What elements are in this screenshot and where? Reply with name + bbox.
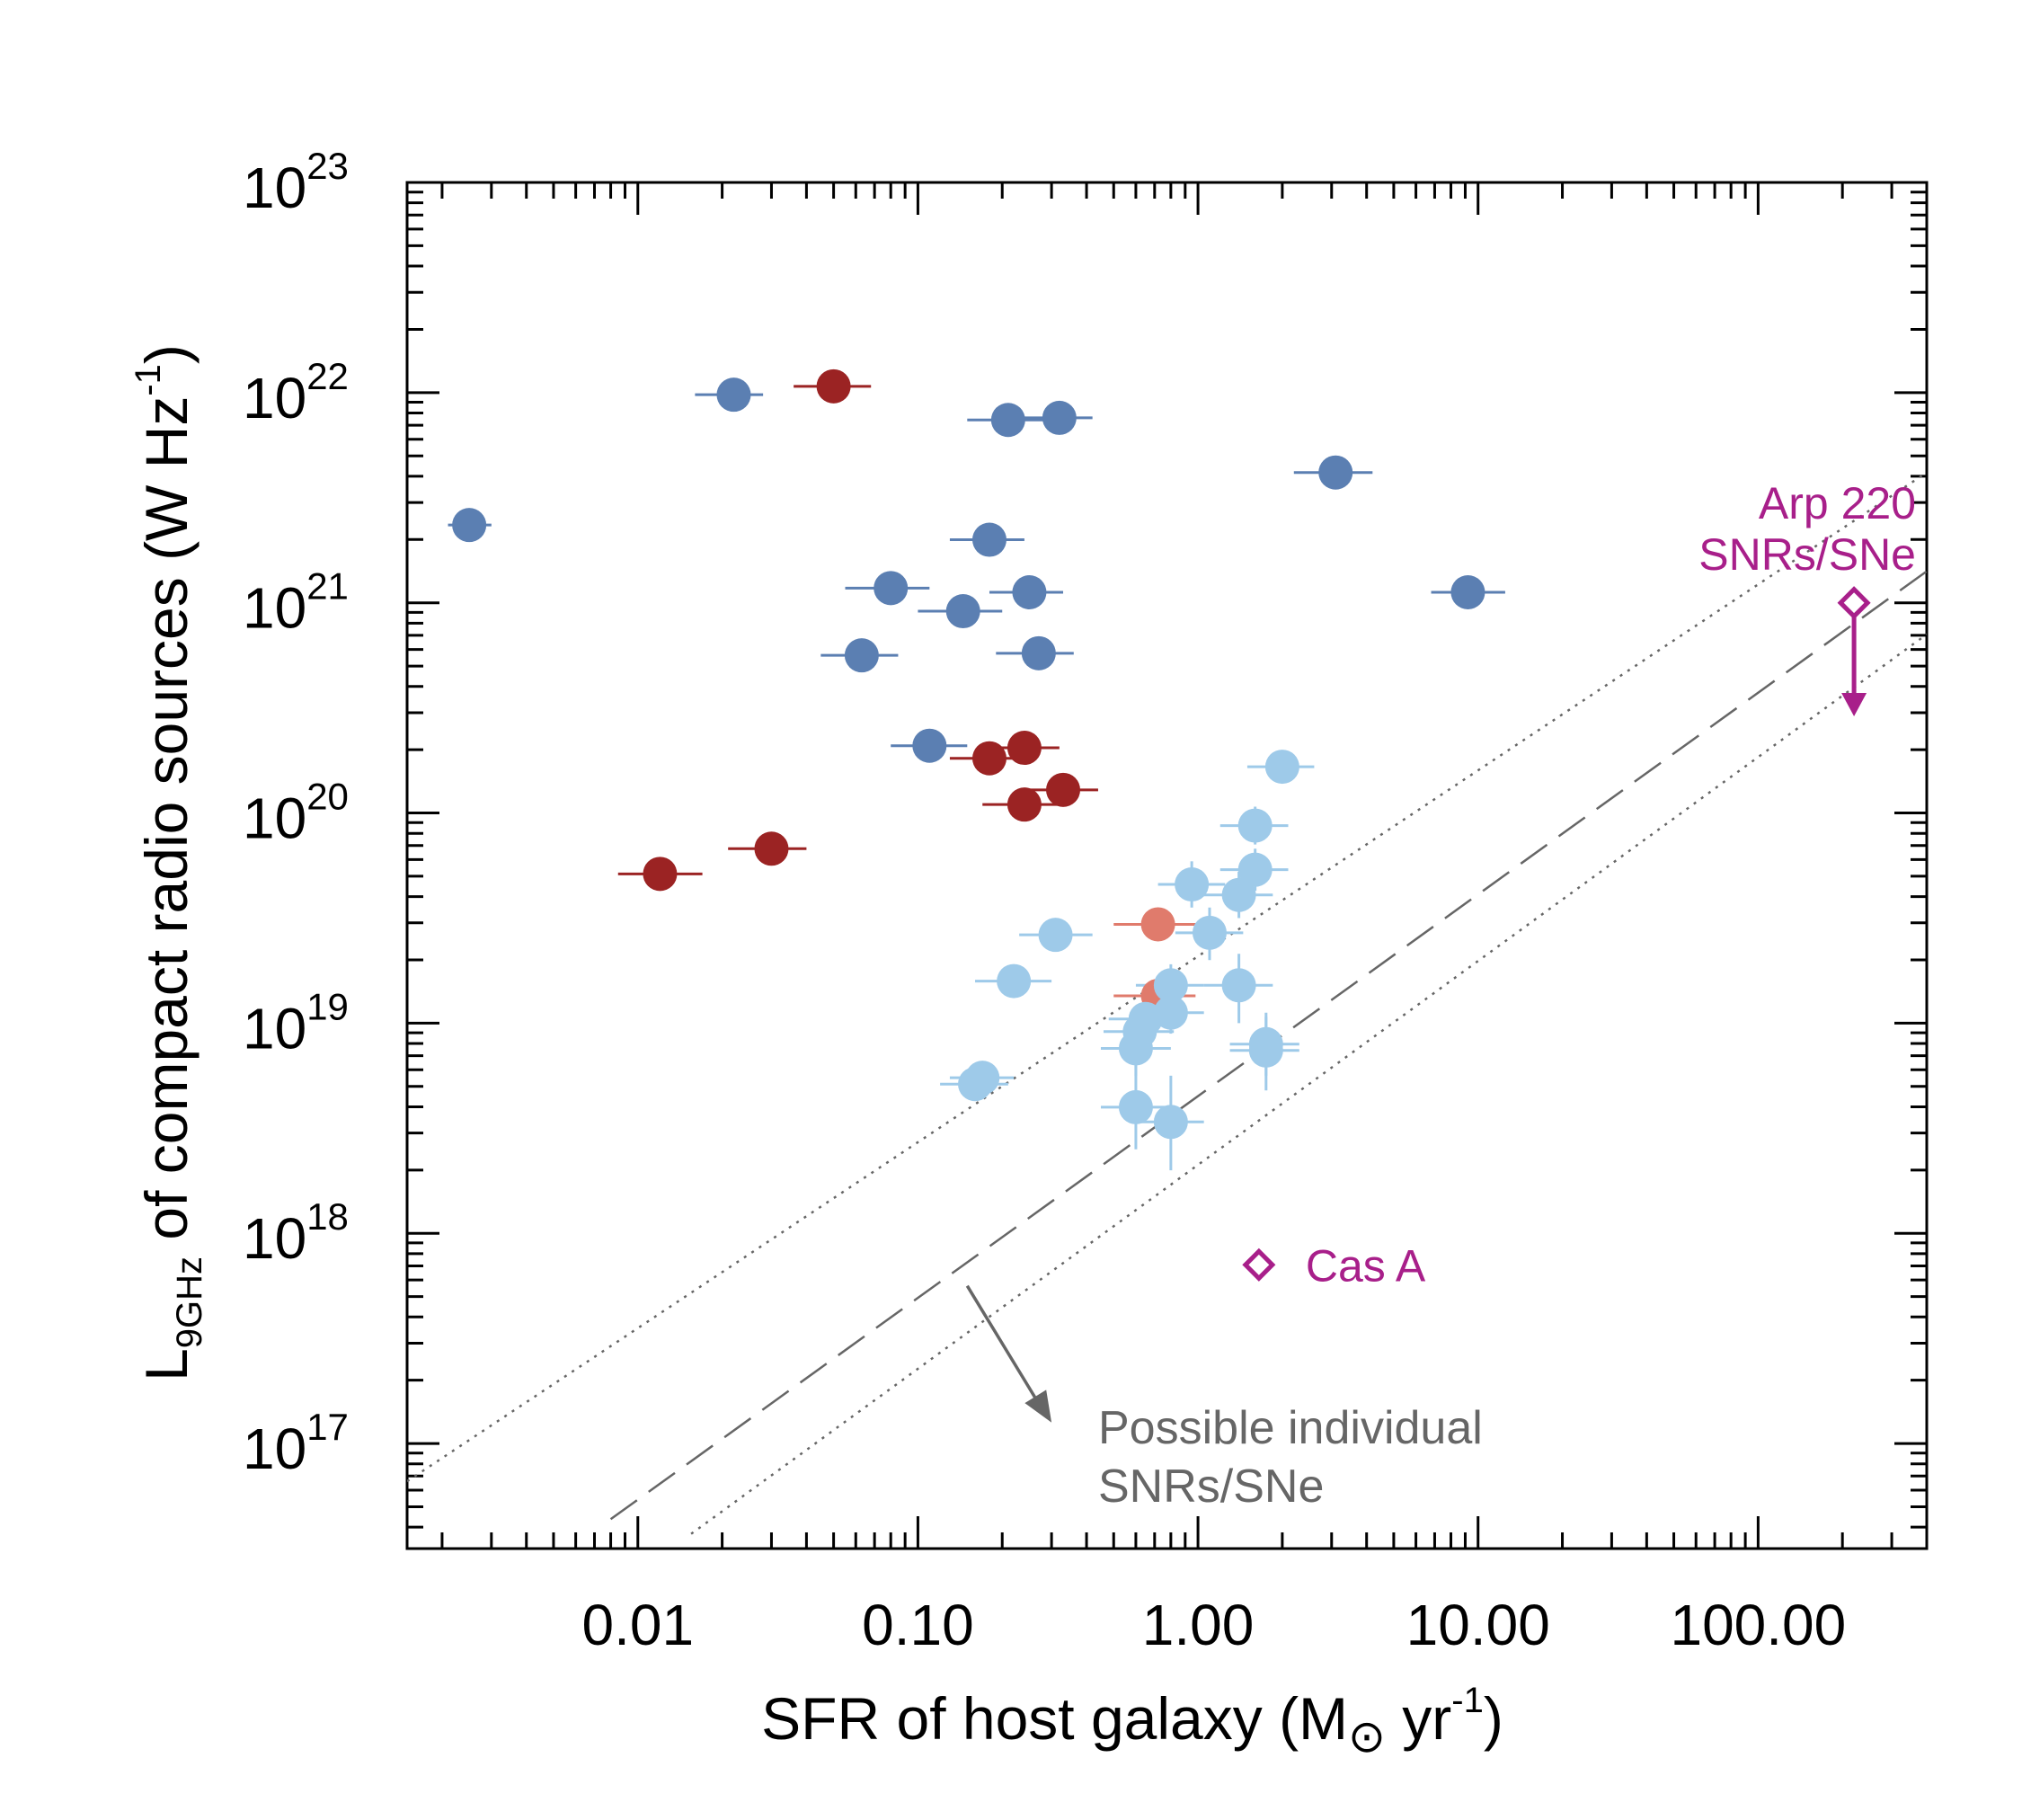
x-tick-label: 0.10 <box>862 1593 974 1657</box>
data-point-light-blue <box>1038 918 1073 953</box>
data-point-light-blue <box>1248 1033 1283 1068</box>
data-point-dark-blue <box>844 638 879 673</box>
data-point-dark-blue <box>874 571 909 606</box>
reference-label: Cas A <box>1306 1240 1426 1291</box>
plot-frame <box>405 181 1929 1550</box>
data-point-dark-red <box>971 741 1007 776</box>
data-point-light-blue <box>1153 1105 1188 1140</box>
y-tick-label: 1021 <box>243 565 349 641</box>
data-point-light-blue <box>965 1061 1000 1096</box>
minor-ticks <box>407 181 1929 1549</box>
reference-label: Arp 220 <box>1759 478 1916 528</box>
data-point-light-blue <box>1221 968 1256 1003</box>
y-tick-label: 1020 <box>243 776 349 851</box>
y-tick-label: 1022 <box>243 355 349 431</box>
data-point-dark-red <box>1007 731 1042 766</box>
dotted-line <box>690 633 1927 1535</box>
data-point-light-blue <box>1264 750 1299 785</box>
data-point-dark-red <box>1007 787 1042 822</box>
data-point-dark-blue <box>1450 575 1485 609</box>
x-tick-label: 100.00 <box>1670 1593 1846 1657</box>
upper-limit-arrowhead <box>1841 692 1867 716</box>
x-tick-label: 1.00 <box>1142 1593 1255 1657</box>
y-tick-labels: 1017 1018 1019 1020 1021 1022 1023 <box>243 145 349 1481</box>
y-tick-label: 1017 <box>243 1406 349 1481</box>
y-tick-label: 1018 <box>243 1195 349 1271</box>
x-tick-label: 10.00 <box>1406 1593 1550 1657</box>
y-tick-label: 1023 <box>243 145 349 220</box>
data-point-light-blue <box>1192 915 1227 950</box>
data-point-light-blue <box>1118 1089 1153 1124</box>
data-point-light-blue <box>1237 808 1273 843</box>
data-point-light-red <box>1140 907 1175 942</box>
data-point-dark-red <box>643 857 678 892</box>
data-point-dark-blue <box>716 377 751 413</box>
annotation: Possible individual SNRs/SNe <box>965 1284 1483 1513</box>
data-point-dark-blue <box>1012 575 1047 609</box>
data-point-light-blue <box>1237 852 1273 887</box>
data-point-dark-blue <box>1042 400 1077 435</box>
annotation-text: Possible individual <box>1098 1402 1483 1454</box>
x-tick-labels: 0.01 0.10 1.00 10.00 100.00 <box>581 1593 1846 1657</box>
annotation-arrowhead <box>1024 1389 1052 1423</box>
x-axis-label: SFR of host galaxy (M⊙ yr-1) <box>761 1681 1503 1762</box>
diamond-marker-cas-a <box>1242 1247 1276 1282</box>
data-point-light-blue <box>1175 867 1210 902</box>
data-point-dark-blue <box>971 522 1007 557</box>
data-point-dark-blue <box>1021 635 1056 670</box>
annotation-arrow <box>965 1284 1044 1411</box>
data-point-dark-blue <box>912 728 947 763</box>
data-point-dark-blue <box>990 403 1025 438</box>
annotation-text: SNRs/SNe <box>1098 1460 1324 1513</box>
data-point-dark-red <box>1046 772 1081 807</box>
data-point-dark-blue <box>945 594 980 629</box>
data-point-dark-blue <box>452 508 487 543</box>
data-point-light-blue <box>1221 877 1256 912</box>
data-point-dark-red <box>816 368 851 404</box>
y-tick-label: 1019 <box>243 985 349 1061</box>
reference-label: SNRs/SNe <box>1698 529 1916 580</box>
data-point-light-blue <box>1153 995 1188 1030</box>
data-point-light-blue <box>997 963 1032 999</box>
dotted-line <box>407 471 1927 1483</box>
data-point-dark-red <box>754 831 789 866</box>
y-axis-label: L9GHz of compact radio sources (W Hz-1) <box>129 344 209 1381</box>
data-point-light-blue <box>1153 968 1188 1003</box>
data-points <box>452 368 1485 1140</box>
data-point-dark-blue <box>1318 455 1353 490</box>
x-tick-label: 0.01 <box>581 1593 694 1657</box>
